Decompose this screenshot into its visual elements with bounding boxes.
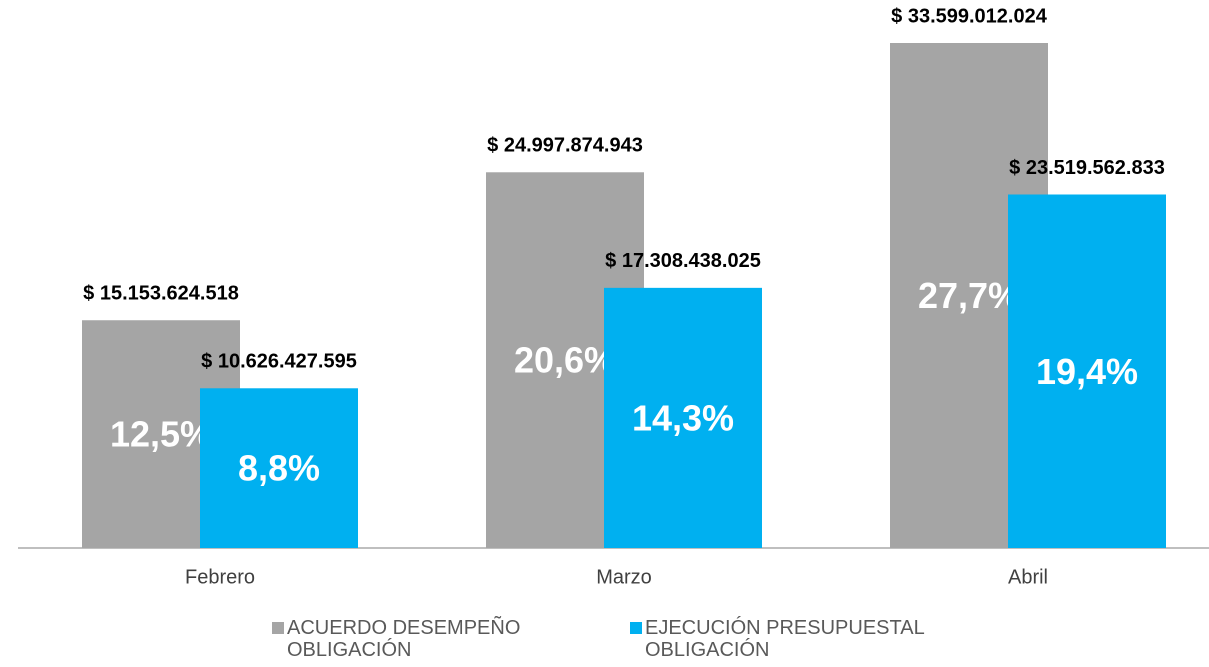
percent-label: 12,5%: [110, 414, 212, 455]
value-label: $ 33.599.012.024: [891, 5, 1048, 27]
bar: [1008, 194, 1166, 549]
percent-label: 27,7%: [918, 275, 1020, 316]
bar: [604, 287, 762, 548]
value-label: $ 15.153.624.518: [83, 283, 239, 305]
legend-swatch: [630, 622, 642, 634]
percent-label: 19,4%: [1036, 351, 1138, 392]
value-label: $ 10.626.427.595: [201, 351, 357, 373]
value-label: $ 23.519.562.833: [1009, 157, 1165, 179]
legend-label: EJECUCIÓN PRESUPUESTAL OBLIGACIÓN: [645, 617, 924, 661]
bar: [200, 388, 358, 548]
x-tick-label: Abril: [1008, 566, 1048, 588]
x-tick-label: Marzo: [596, 566, 652, 588]
legend-label: ACUERDO DESEMPEÑO OBLIGACIÓN: [287, 617, 521, 661]
percent-label: 14,3%: [632, 397, 734, 438]
percent-label: 20,6%: [514, 340, 616, 381]
legend-item: ACUERDO DESEMPEÑO OBLIGACIÓN: [272, 617, 587, 661]
value-label: $ 17.308.438.025: [605, 250, 761, 272]
value-label: $ 24.997.874.943: [487, 135, 643, 157]
percent-label: 8,8%: [238, 448, 320, 489]
x-tick-label: Febrero: [185, 566, 255, 588]
legend-swatch: [272, 622, 284, 634]
legend-item: EJECUCIÓN PRESUPUESTAL OBLIGACIÓN: [630, 617, 995, 661]
